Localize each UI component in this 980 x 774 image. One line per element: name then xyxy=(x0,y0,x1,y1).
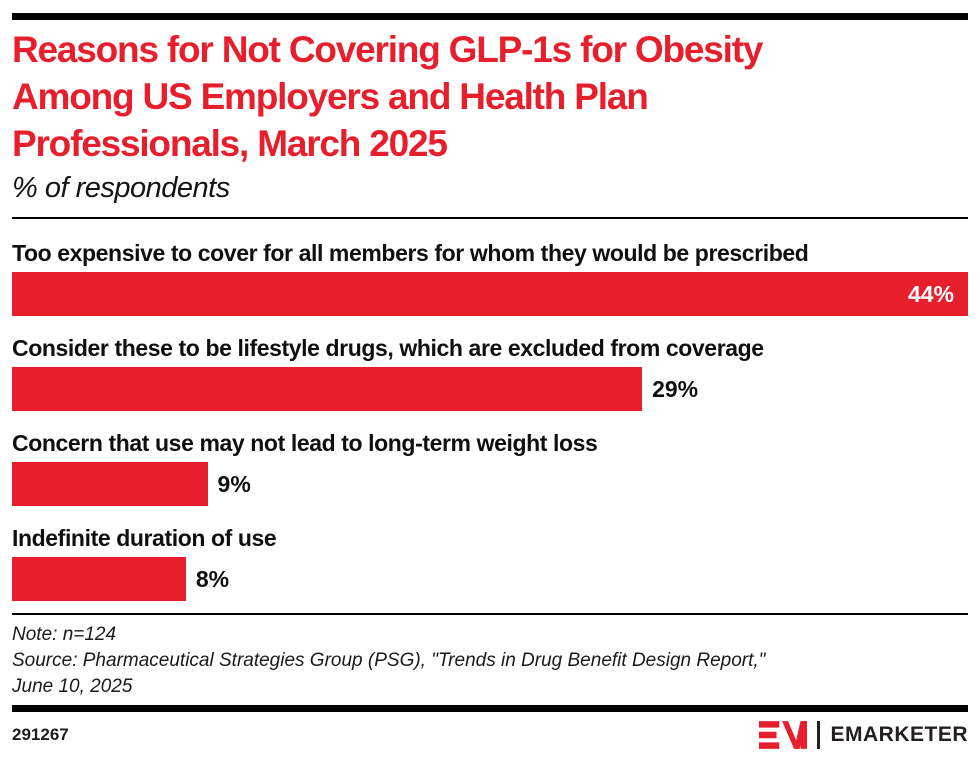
note-divider xyxy=(12,613,968,615)
chart-card: Reasons for Not Covering GLP-1s for Obes… xyxy=(12,13,968,751)
bar xyxy=(12,462,208,506)
top-rule xyxy=(12,13,968,20)
bar-row: Indefinite duration of use 8% xyxy=(12,524,968,601)
source-text-line: Source: Pharmaceutical Strategies Group … xyxy=(12,650,766,671)
chart-title-line: Among US Employers and Health Plan xyxy=(12,76,649,117)
bar-track: 29% xyxy=(12,367,968,411)
header-divider xyxy=(12,217,968,219)
bar-chart: Too expensive to cover for all members f… xyxy=(12,239,968,601)
chart-title-line: Reasons for Not Covering GLP-1s for Obes… xyxy=(12,29,763,70)
note-text: Note: n=124 xyxy=(12,624,117,645)
bar-row: Too expensive to cover for all members f… xyxy=(12,239,968,316)
category-label: Consider these to be lifestyle drugs, wh… xyxy=(12,335,764,361)
bar xyxy=(12,557,186,601)
em-monogram-icon xyxy=(759,721,808,749)
bar-track: 44% xyxy=(12,272,968,316)
bar xyxy=(12,367,643,411)
emarketer-wordmark: EMARKETER xyxy=(830,723,968,746)
bar-track: 8% xyxy=(12,557,968,601)
chart-title-line: Professionals, March 2025 xyxy=(12,123,448,164)
category-label: Too expensive to cover for all members f… xyxy=(12,240,809,266)
logo-divider xyxy=(817,721,821,749)
bar-row: Consider these to be lifestyle drugs, wh… xyxy=(12,334,968,411)
value-label: 8% xyxy=(195,565,230,592)
bar xyxy=(12,272,968,316)
bar-track: 9% xyxy=(12,462,968,506)
bottom-rule xyxy=(12,705,968,712)
category-label: Indefinite duration of use xyxy=(12,525,277,551)
emarketer-logo: EMARKETER xyxy=(759,721,968,749)
value-label: 9% xyxy=(217,470,251,497)
chart-id: 291267 xyxy=(12,725,69,744)
value-label: 29% xyxy=(652,375,699,402)
notes-block: Note: n=124 Source: Pharmaceutical Strat… xyxy=(12,622,968,700)
bar-row: Concern that use may not lead to long-te… xyxy=(12,429,968,506)
source-text-line: June 10, 2025 xyxy=(12,676,133,697)
chart-title: Reasons for Not Covering GLP-1s for Obes… xyxy=(12,26,968,167)
footer: 291267 EMARKETER xyxy=(12,719,968,751)
chart-subtitle: % of respondents xyxy=(12,172,230,204)
value-label: 44% xyxy=(907,280,954,307)
category-label: Concern that use may not lead to long-te… xyxy=(12,430,598,456)
